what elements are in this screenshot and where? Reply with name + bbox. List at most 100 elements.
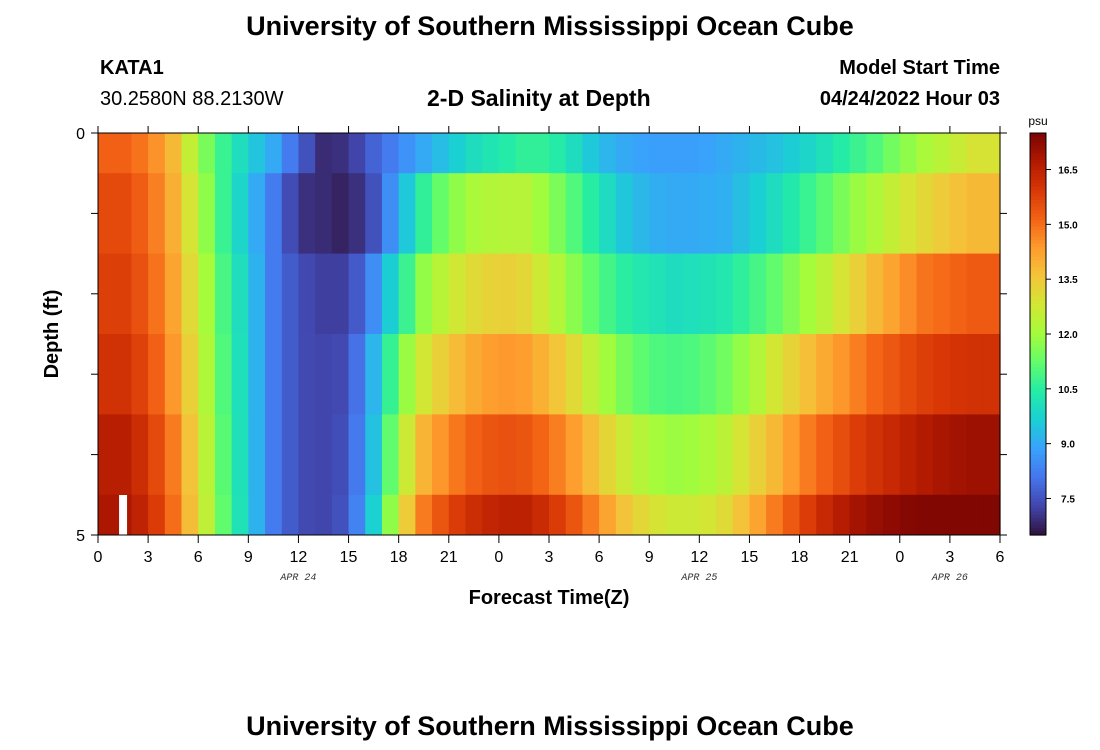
page-title: University of Southern Mississippi Ocean… <box>246 11 854 41</box>
colorbar-segment <box>1030 327 1046 332</box>
heatmap-cell <box>298 253 316 335</box>
y-tick-label: 5 <box>76 528 85 545</box>
colorbar-segment <box>1030 287 1046 292</box>
heatmap-cell <box>883 133 901 174</box>
heatmap-cell <box>114 133 133 174</box>
colorbar-segment <box>1030 414 1046 419</box>
heatmap-cell <box>749 173 767 254</box>
heatmap-cell <box>331 414 350 496</box>
heatmap-cell <box>766 494 784 536</box>
heatmap-cell <box>281 414 300 496</box>
heatmap-cell <box>348 494 366 536</box>
heatmap-cell <box>214 414 233 496</box>
colorbar-segment <box>1030 404 1046 409</box>
heatmap-cell <box>415 494 433 536</box>
colorbar-segment <box>1030 233 1046 238</box>
heatmap-cell <box>983 173 1001 254</box>
colorbar-segment <box>1030 283 1046 288</box>
heatmap-cell <box>799 414 817 496</box>
heatmap-cell <box>599 133 617 174</box>
heatmap-cell <box>432 133 450 174</box>
heatmap-cell <box>966 334 984 415</box>
date-label: APR 26 <box>931 573 968 584</box>
heatmap-cell <box>949 173 968 254</box>
heatmap-cell <box>866 494 884 536</box>
heatmap-cell <box>782 334 801 415</box>
x-tick-label: 21 <box>440 549 458 566</box>
heatmap-cell <box>716 253 734 335</box>
heatmap-cell <box>398 173 416 254</box>
colorbar-segment <box>1030 511 1046 516</box>
colorbar-segment <box>1030 300 1046 305</box>
heatmap-cell <box>348 173 366 254</box>
heatmap-cell <box>732 253 751 335</box>
heatmap-cell <box>549 334 567 415</box>
heatmap-cell <box>966 414 984 496</box>
heatmap-cell <box>849 173 867 254</box>
colorbar-segment <box>1030 377 1046 382</box>
colorbar-segment <box>1030 424 1046 429</box>
heatmap-cell <box>515 494 533 536</box>
colorbar-segment <box>1030 183 1046 188</box>
heatmap-cell <box>265 494 283 536</box>
heatmap-cell <box>214 133 233 174</box>
heatmap-cell <box>265 334 283 415</box>
x-axis-label: Forecast Time(Z) <box>469 587 630 609</box>
heatmap-cell <box>933 253 951 335</box>
x-tick-label: 9 <box>645 549 654 566</box>
heatmap-cell <box>398 133 416 174</box>
colorbar-segment <box>1030 468 1046 472</box>
heatmap-cell <box>799 133 817 174</box>
colorbar-segment <box>1030 156 1046 161</box>
colorbar-segment <box>1030 169 1046 174</box>
heatmap-cell <box>632 253 650 335</box>
colorbar-segment <box>1030 210 1046 214</box>
heatmap-cell <box>599 253 617 335</box>
colorbar-tick-label: 15.0 <box>1058 220 1078 231</box>
heatmap-cell <box>699 173 717 254</box>
heatmap-cell <box>549 133 567 174</box>
heatmap-cell <box>381 173 400 254</box>
heatmap-cell <box>983 133 1001 174</box>
heatmap-cell <box>632 173 650 254</box>
heatmap-cell <box>432 173 450 254</box>
colorbar-segment <box>1030 518 1046 523</box>
model-start-label: Model Start Time <box>839 57 1000 79</box>
heatmap-cell <box>515 133 533 174</box>
colorbar-segment <box>1030 514 1046 519</box>
colorbar-segment <box>1030 176 1046 181</box>
model-start-value: 04/24/2022 Hour 03 <box>819 88 1000 110</box>
heatmap-cell <box>265 253 283 335</box>
heatmap-cell <box>749 133 767 174</box>
heatmap-cell <box>632 334 650 415</box>
heatmap-cell <box>883 334 901 415</box>
heatmap-cell <box>849 253 867 335</box>
x-tick-label: 12 <box>690 549 708 566</box>
heatmap-cell <box>231 173 249 254</box>
colorbar-segment <box>1030 370 1046 375</box>
heatmap-cell <box>716 133 734 174</box>
heatmap-cell <box>883 414 901 496</box>
heatmap-cell <box>482 334 500 415</box>
heatmap-cell <box>832 253 851 335</box>
heatmap-cell <box>732 494 751 536</box>
heatmap-cell <box>849 334 867 415</box>
heatmap-cell <box>816 334 834 415</box>
heatmap-cell <box>148 334 166 415</box>
heatmap-cell <box>298 494 316 536</box>
colorbar-segment <box>1030 384 1046 389</box>
footer-title: University of Southern Mississippi Ocean… <box>246 711 854 741</box>
heatmap-cell <box>899 494 918 536</box>
heatmap-cell <box>866 253 884 335</box>
heatmap-cell <box>832 173 851 254</box>
heatmap-cell <box>198 253 216 335</box>
heatmap-cell <box>365 414 383 496</box>
heatmap-cell <box>365 334 383 415</box>
colorbar-segment <box>1030 253 1046 258</box>
heatmap-cell <box>281 334 300 415</box>
heatmap-cell <box>198 173 216 254</box>
colorbar-segment <box>1030 166 1046 171</box>
heatmap-cell <box>515 414 533 496</box>
heatmap-cell <box>766 334 784 415</box>
heatmap-cell <box>331 494 350 536</box>
